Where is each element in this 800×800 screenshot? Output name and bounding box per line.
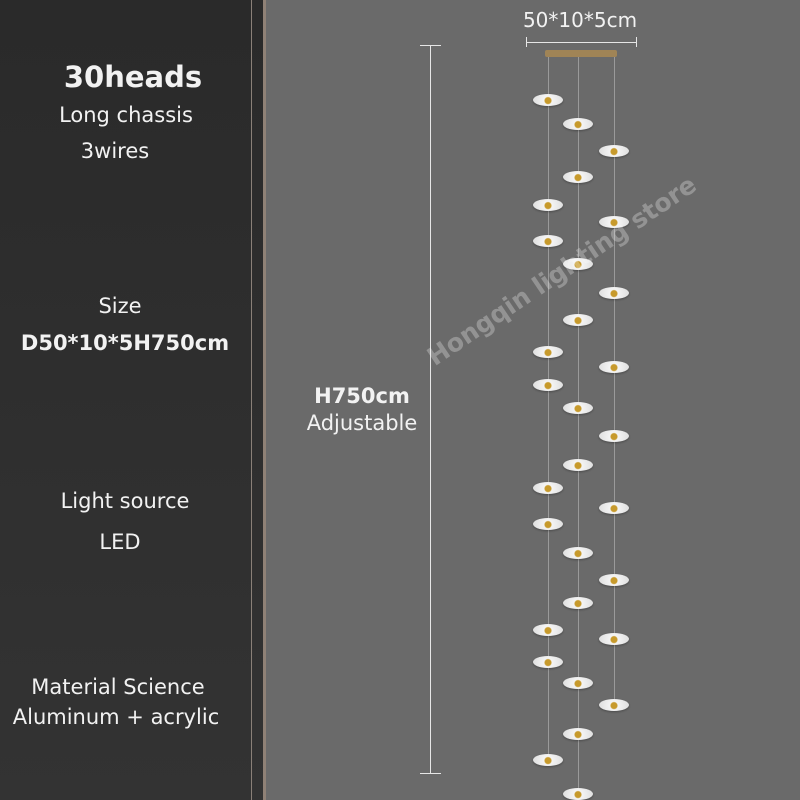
dimension-tick xyxy=(526,37,527,47)
material-label: Material Science xyxy=(31,675,205,699)
width-dimension-line xyxy=(526,42,637,43)
lamp-head xyxy=(533,94,563,106)
chassis-type: Long chassis xyxy=(59,103,193,127)
chassis-dimension: 50*10*5cm xyxy=(522,8,638,32)
height-value: H750cm xyxy=(314,384,410,408)
lamp-head xyxy=(533,754,563,766)
lamp-head xyxy=(563,314,593,326)
light-source-value: LED xyxy=(99,530,141,554)
lamp-head xyxy=(533,235,563,247)
lamp-head xyxy=(563,402,593,414)
height-dimension-line xyxy=(430,45,431,774)
lamp-head xyxy=(533,482,563,494)
lamp-head xyxy=(599,502,629,514)
lamp-head xyxy=(563,677,593,689)
size-value: D50*10*5H750cm xyxy=(20,331,230,355)
dimension-tick xyxy=(420,45,441,46)
lamp-head xyxy=(563,118,593,130)
lamp-head xyxy=(533,199,563,211)
lamp-head xyxy=(533,656,563,668)
wire xyxy=(548,57,549,760)
divider xyxy=(263,0,266,800)
light-source-label: Light source xyxy=(60,489,190,513)
lamp-head xyxy=(599,216,629,228)
lamp-head xyxy=(599,145,629,157)
dimension-tick xyxy=(636,37,637,47)
lamp-head xyxy=(533,379,563,391)
lamp-head xyxy=(563,171,593,183)
watermark: Hongqin lighting store xyxy=(421,169,702,372)
wire xyxy=(578,57,579,794)
lamp-head xyxy=(563,597,593,609)
lamp-head xyxy=(599,633,629,645)
lamp-head xyxy=(599,430,629,442)
lamp-head xyxy=(599,699,629,711)
lamp-head xyxy=(599,574,629,586)
chandelier-chassis xyxy=(545,50,617,57)
spec-panel xyxy=(0,0,263,800)
lamp-head xyxy=(533,624,563,636)
lamp-head xyxy=(533,518,563,530)
lamp-head xyxy=(563,258,593,270)
heads-count: 30heads xyxy=(63,60,203,94)
lamp-head xyxy=(563,547,593,559)
wires-count: 3wires xyxy=(80,139,150,163)
height-note: Adjustable xyxy=(306,411,418,435)
wire xyxy=(614,57,615,705)
lamp-head xyxy=(599,287,629,299)
lamp-head xyxy=(563,788,593,800)
material-value: Aluminum + acrylic xyxy=(12,705,220,729)
dimension-tick xyxy=(420,773,441,774)
size-label: Size xyxy=(98,294,142,318)
lamp-head xyxy=(599,361,629,373)
lamp-head xyxy=(563,728,593,740)
lamp-head xyxy=(533,346,563,358)
lamp-head xyxy=(563,459,593,471)
divider xyxy=(251,0,252,800)
